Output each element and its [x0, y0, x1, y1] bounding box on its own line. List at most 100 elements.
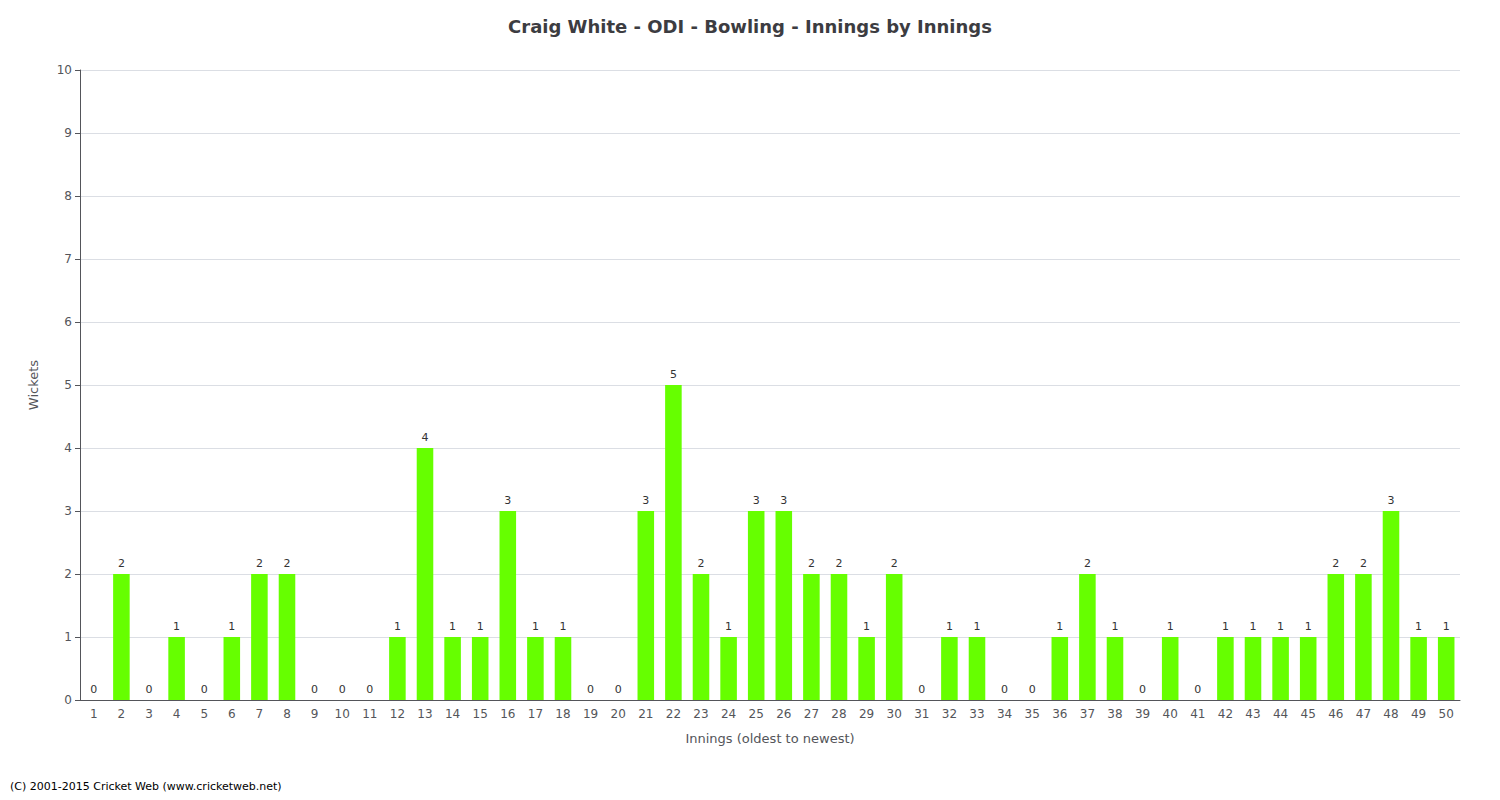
svg-text:23: 23	[693, 707, 708, 721]
svg-text:3: 3	[780, 494, 787, 507]
svg-text:2: 2	[1360, 557, 1367, 570]
svg-text:Wickets: Wickets	[26, 360, 41, 410]
svg-text:28: 28	[831, 707, 846, 721]
svg-text:4: 4	[422, 431, 429, 444]
svg-text:14: 14	[445, 707, 460, 721]
svg-text:0: 0	[201, 683, 208, 696]
svg-text:36: 36	[1052, 707, 1067, 721]
svg-text:1: 1	[1222, 620, 1229, 633]
svg-text:1: 1	[173, 620, 180, 633]
svg-text:3: 3	[64, 504, 72, 518]
svg-text:8: 8	[64, 189, 72, 203]
svg-text:41: 41	[1190, 707, 1205, 721]
svg-text:2: 2	[808, 557, 815, 570]
svg-text:9: 9	[311, 707, 319, 721]
svg-text:25: 25	[749, 707, 764, 721]
svg-text:0: 0	[615, 683, 622, 696]
svg-text:1: 1	[725, 620, 732, 633]
svg-text:0: 0	[1001, 683, 1008, 696]
svg-text:0: 0	[1029, 683, 1036, 696]
svg-text:27: 27	[804, 707, 819, 721]
svg-text:5: 5	[670, 368, 677, 381]
svg-text:34: 34	[997, 707, 1012, 721]
svg-text:3: 3	[753, 494, 760, 507]
svg-text:17: 17	[528, 707, 543, 721]
svg-text:1: 1	[974, 620, 981, 633]
svg-text:1: 1	[1250, 620, 1257, 633]
svg-text:(C) 2001-2015 Cricket Web (www: (C) 2001-2015 Cricket Web (www.cricketwe…	[10, 780, 282, 793]
svg-text:39: 39	[1135, 707, 1150, 721]
svg-text:Innings (oldest to newest): Innings (oldest to newest)	[685, 731, 854, 746]
svg-text:37: 37	[1080, 707, 1095, 721]
svg-text:1: 1	[1277, 620, 1284, 633]
svg-text:3: 3	[145, 707, 153, 721]
svg-text:48: 48	[1383, 707, 1398, 721]
svg-text:1: 1	[1443, 620, 1450, 633]
svg-text:7: 7	[256, 707, 264, 721]
svg-text:1: 1	[1056, 620, 1063, 633]
svg-text:4: 4	[64, 441, 72, 455]
svg-text:33: 33	[969, 707, 984, 721]
svg-text:1: 1	[532, 620, 539, 633]
svg-text:43: 43	[1245, 707, 1260, 721]
svg-text:1: 1	[64, 630, 72, 644]
svg-text:1: 1	[1415, 620, 1422, 633]
svg-text:46: 46	[1328, 707, 1343, 721]
svg-text:2: 2	[118, 557, 125, 570]
svg-text:35: 35	[1025, 707, 1040, 721]
svg-text:5: 5	[200, 707, 208, 721]
svg-text:44: 44	[1273, 707, 1288, 721]
svg-text:50: 50	[1439, 707, 1454, 721]
svg-text:0: 0	[146, 683, 153, 696]
svg-text:19: 19	[583, 707, 598, 721]
svg-text:2: 2	[891, 557, 898, 570]
svg-text:2: 2	[1332, 557, 1339, 570]
svg-text:4: 4	[173, 707, 181, 721]
svg-text:0: 0	[918, 683, 925, 696]
svg-text:1: 1	[449, 620, 456, 633]
svg-text:0: 0	[1139, 683, 1146, 696]
svg-text:1: 1	[228, 620, 235, 633]
svg-text:0: 0	[64, 693, 72, 707]
svg-text:7: 7	[64, 252, 72, 266]
svg-text:20: 20	[611, 707, 626, 721]
svg-text:29: 29	[859, 707, 874, 721]
svg-text:1: 1	[1167, 620, 1174, 633]
svg-text:2: 2	[284, 557, 291, 570]
svg-text:49: 49	[1411, 707, 1426, 721]
svg-text:3: 3	[642, 494, 649, 507]
svg-text:1: 1	[394, 620, 401, 633]
svg-text:15: 15	[473, 707, 488, 721]
svg-text:1: 1	[560, 620, 567, 633]
svg-text:3: 3	[1388, 494, 1395, 507]
svg-text:47: 47	[1356, 707, 1371, 721]
svg-text:1: 1	[477, 620, 484, 633]
svg-text:9: 9	[64, 126, 72, 140]
svg-text:1: 1	[946, 620, 953, 633]
svg-text:6: 6	[64, 315, 72, 329]
svg-text:40: 40	[1163, 707, 1178, 721]
svg-text:10: 10	[57, 63, 72, 77]
svg-text:42: 42	[1218, 707, 1233, 721]
svg-text:3: 3	[504, 494, 511, 507]
svg-text:24: 24	[721, 707, 736, 721]
svg-text:13: 13	[417, 707, 432, 721]
svg-text:12: 12	[390, 707, 405, 721]
svg-text:18: 18	[555, 707, 570, 721]
svg-text:0: 0	[1194, 683, 1201, 696]
svg-text:2: 2	[64, 567, 72, 581]
svg-text:2: 2	[118, 707, 126, 721]
svg-text:45: 45	[1301, 707, 1316, 721]
svg-text:2: 2	[256, 557, 263, 570]
svg-text:30: 30	[887, 707, 902, 721]
svg-text:22: 22	[666, 707, 681, 721]
svg-text:0: 0	[587, 683, 594, 696]
svg-text:10: 10	[335, 707, 350, 721]
svg-text:31: 31	[914, 707, 929, 721]
svg-text:1: 1	[863, 620, 870, 633]
svg-text:2: 2	[698, 557, 705, 570]
svg-text:8: 8	[283, 707, 291, 721]
svg-text:38: 38	[1107, 707, 1122, 721]
svg-text:2: 2	[836, 557, 843, 570]
svg-text:1: 1	[1305, 620, 1312, 633]
